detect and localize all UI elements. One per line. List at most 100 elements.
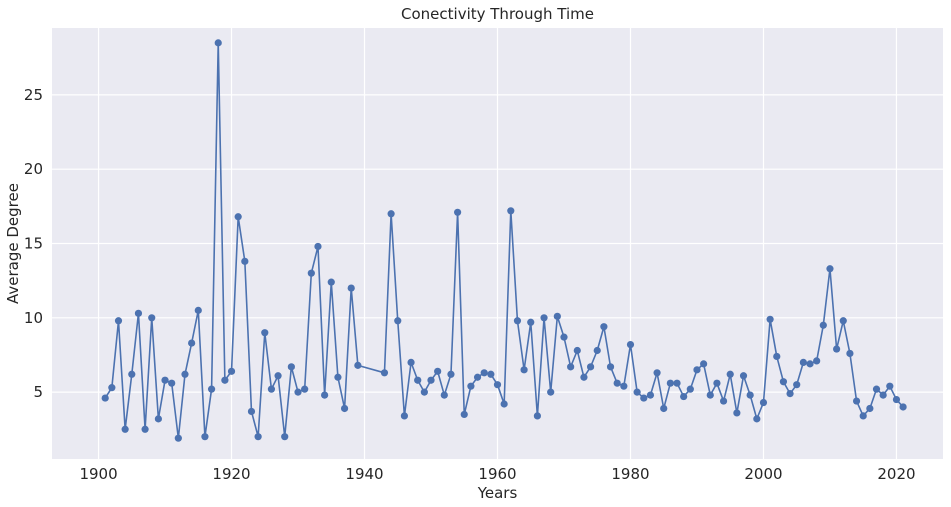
data-point	[540, 314, 548, 322]
data-point	[214, 39, 222, 47]
data-point	[254, 433, 262, 441]
data-point	[739, 372, 748, 380]
data-point	[646, 391, 655, 399]
data-point	[567, 363, 575, 371]
data-point	[826, 265, 834, 273]
data-point	[168, 379, 176, 387]
data-point	[108, 384, 116, 392]
data-point	[114, 317, 123, 325]
data-point	[799, 358, 807, 366]
data-point	[460, 410, 468, 419]
data-point	[281, 433, 289, 441]
data-point	[354, 361, 362, 369]
data-point	[833, 345, 841, 353]
data-point	[188, 339, 196, 347]
data-point	[161, 376, 169, 384]
data-point	[600, 323, 608, 331]
data-point	[520, 366, 528, 374]
data-point	[261, 329, 269, 337]
data-point	[148, 314, 156, 322]
data-point	[633, 388, 641, 396]
data-point	[547, 388, 555, 396]
data-point	[839, 317, 847, 325]
data-point	[766, 315, 774, 323]
data-point	[586, 363, 595, 371]
data-point	[327, 278, 335, 286]
data-point	[473, 373, 482, 381]
y-tick-label: 15	[24, 235, 43, 253]
data-point	[733, 409, 741, 417]
data-point	[872, 385, 881, 393]
grid-lines	[52, 28, 943, 459]
data-point	[420, 388, 428, 396]
data-point	[640, 394, 648, 402]
data-point	[440, 391, 448, 399]
data-point	[852, 397, 861, 405]
data-point	[879, 391, 887, 399]
data-point	[573, 346, 581, 355]
series-layer	[101, 39, 907, 442]
data-point	[454, 208, 462, 216]
x-tick-label: 2000	[744, 465, 782, 483]
data-point	[314, 242, 322, 251]
data-point	[666, 379, 674, 387]
data-point	[892, 395, 901, 404]
data-point	[706, 391, 714, 399]
x-tick-label: 1980	[611, 465, 649, 483]
data-point	[626, 340, 635, 349]
data-point	[334, 373, 342, 381]
data-point	[673, 379, 681, 387]
data-point	[181, 370, 189, 378]
data-point	[779, 378, 788, 386]
data-point	[400, 412, 409, 420]
data-point	[560, 333, 568, 341]
data-point	[859, 412, 867, 420]
data-point	[686, 385, 694, 393]
data-point	[227, 367, 236, 375]
data-point	[414, 376, 422, 384]
data-point	[606, 363, 615, 371]
data-point	[806, 360, 814, 368]
data-point	[487, 370, 495, 378]
data-point	[713, 379, 721, 387]
data-point	[387, 210, 395, 218]
data-point	[793, 381, 801, 389]
data-point	[427, 376, 435, 384]
data-point	[660, 404, 668, 413]
data-point	[480, 369, 488, 377]
data-point	[693, 366, 701, 374]
data-point	[241, 257, 249, 265]
data-point	[527, 318, 535, 326]
data-point	[301, 385, 309, 393]
data-point	[753, 415, 761, 423]
y-tick-labels: 5 10 15 20 25	[24, 86, 43, 401]
data-point	[154, 415, 162, 423]
data-point	[447, 370, 455, 378]
data-point	[347, 284, 355, 292]
x-tick-labels: 1900 1920 1940 1960 1980 2000 2020	[79, 465, 915, 483]
data-point	[321, 391, 329, 399]
data-point	[141, 425, 149, 433]
data-point	[267, 385, 276, 393]
data-point	[394, 317, 402, 325]
data-point	[307, 269, 315, 277]
data-point	[234, 213, 242, 221]
data-point	[340, 404, 349, 413]
data-point	[726, 370, 734, 378]
data-point	[201, 433, 209, 441]
data-point	[221, 376, 229, 384]
data-point	[719, 397, 728, 405]
x-tick-label: 1960	[478, 465, 516, 483]
x-tick-label: 1920	[212, 465, 250, 483]
data-point	[194, 306, 202, 314]
data-point	[653, 369, 661, 377]
data-point	[580, 373, 588, 381]
y-tick-label: 5	[33, 383, 43, 401]
data-point	[500, 400, 508, 408]
data-point	[294, 388, 302, 396]
data-point	[274, 372, 282, 380]
data-point	[700, 360, 708, 368]
data-point	[680, 392, 688, 401]
